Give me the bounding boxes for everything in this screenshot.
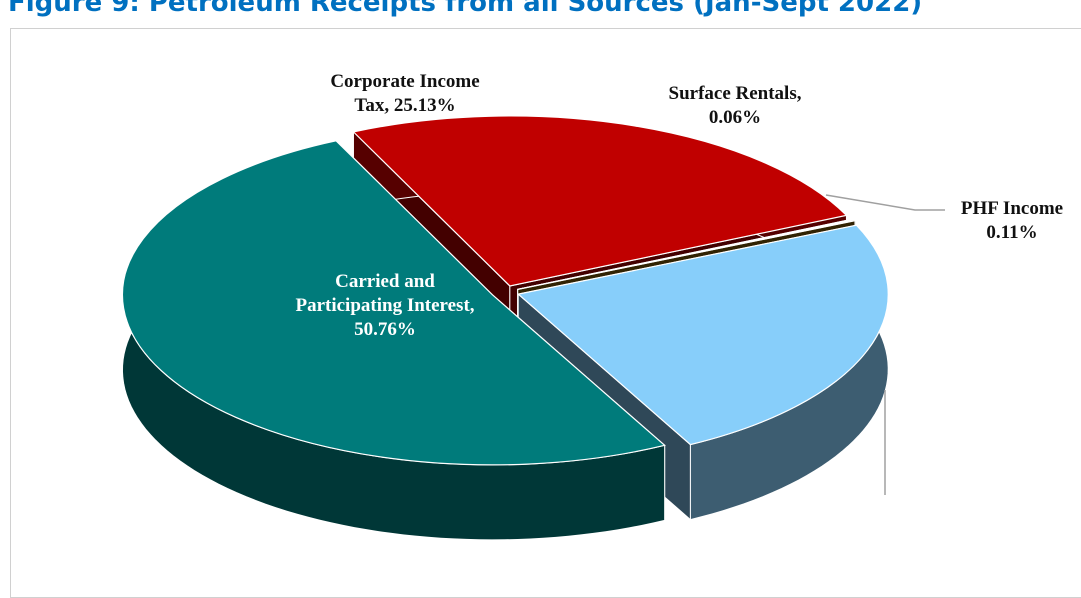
slice-group [121,139,666,541]
category-label: Carried and Participating Interest, [295,271,475,316]
chart-title: Figure 9: Petroleum Receipts from all So… [8,0,923,18]
category-label: Surface Rentals, [668,83,802,104]
chart [121,115,945,541]
value-label: 0.06% [708,107,762,128]
category-label: PHF Income [960,198,1064,219]
value-label: 25.13% [393,95,456,116]
leader-line [825,194,945,211]
value-label: 0.11% [986,222,1038,243]
slice [517,218,858,290]
slice [516,224,889,446]
value-label: 50.76% [354,319,416,340]
page: Figure 9: Petroleum Receipts from all So… [8,0,1081,598]
data-label: Carried and Participating Interest, 50.7… [295,270,475,342]
category-label: Corporate Income Tax, [330,71,480,116]
slice [352,115,848,287]
slice [121,140,666,466]
data-label: Surface Rentals, 0.06% [660,82,810,130]
data-label: Corporate Income Tax, 25.13% [315,70,495,118]
data-label: PHF Income 0.11% [944,197,1080,245]
